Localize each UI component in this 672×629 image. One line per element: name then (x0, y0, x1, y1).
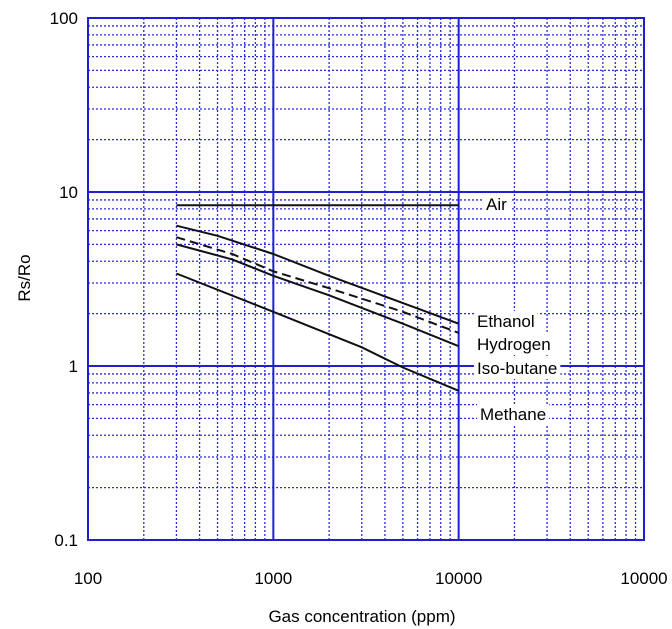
series-label-methane: Methane (480, 405, 546, 424)
series-label-background (474, 311, 538, 332)
plot-frame (87, 17, 645, 541)
series-label-background (474, 334, 554, 355)
x-axis-title: Gas concentration (ppm) (268, 607, 455, 626)
y-axis-title: Rs/Ro (15, 254, 34, 301)
series-line-methane (176, 272, 460, 392)
x-tick-labels: 100 1000 10000 10000 (74, 569, 668, 588)
series-label-background (477, 404, 550, 425)
series-label-background (483, 194, 511, 215)
series-layer (176, 204, 460, 392)
y-tick-label: 10 (59, 183, 78, 202)
x-tick-label: 1000 (254, 569, 292, 588)
x-tick-label: 100 (74, 569, 102, 588)
series-line-hydrogen (176, 236, 460, 334)
series-label-ethanol: Ethanol (477, 312, 535, 331)
x-tick-label: 10000 (435, 569, 482, 588)
series-label-iso-butane: Iso-butane (477, 359, 557, 378)
x-tick-label: 10000 (620, 569, 667, 588)
y-tick-label: 1 (69, 357, 78, 376)
y-tick-label: 100 (50, 9, 78, 28)
series-line-iso-butane (176, 243, 460, 348)
series-label-background (474, 358, 561, 379)
y-tick-label: 0.1 (54, 531, 78, 550)
series-label-air: Air (486, 195, 507, 214)
minor-grid (88, 18, 644, 540)
y-tick-labels: 100 10 1 0.1 (50, 9, 78, 550)
series-label-hydrogen: Hydrogen (477, 335, 551, 354)
series-label-layer: Air Ethanol Hydrogen Iso-butane Methane (474, 194, 561, 425)
series-line-ethanol (176, 224, 460, 325)
